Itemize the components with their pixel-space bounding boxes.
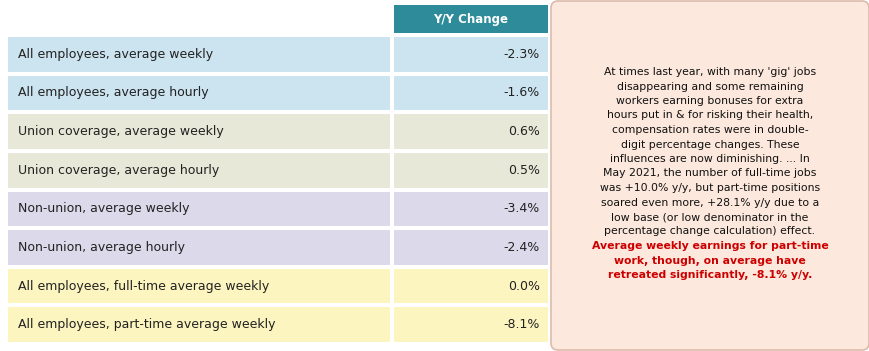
Text: Union coverage, average hourly: Union coverage, average hourly (18, 164, 219, 177)
Text: percentage change calculation) effect.: percentage change calculation) effect. (604, 226, 814, 237)
Text: 0.6%: 0.6% (507, 125, 540, 138)
Text: 0.0%: 0.0% (507, 279, 540, 293)
Text: compensation rates were in double-: compensation rates were in double- (611, 125, 807, 135)
FancyBboxPatch shape (394, 37, 547, 72)
Text: hours put in & for risking their health,: hours put in & for risking their health, (607, 111, 813, 120)
Text: -3.4%: -3.4% (503, 202, 540, 215)
FancyBboxPatch shape (8, 75, 389, 110)
Text: was +10.0% y/y, but part-time positions: was +10.0% y/y, but part-time positions (600, 183, 819, 193)
Text: digit percentage changes. These: digit percentage changes. These (620, 139, 799, 150)
Text: Non-union, average weekly: Non-union, average weekly (18, 202, 189, 215)
FancyBboxPatch shape (8, 307, 389, 342)
FancyBboxPatch shape (8, 114, 389, 149)
FancyBboxPatch shape (550, 1, 868, 350)
Text: influences are now diminishing. ... In: influences are now diminishing. ... In (609, 154, 809, 164)
Text: All employees, average hourly: All employees, average hourly (18, 86, 209, 99)
Text: -2.3%: -2.3% (503, 48, 540, 61)
Text: All employees, average weekly: All employees, average weekly (18, 48, 213, 61)
Text: disappearing and some remaining: disappearing and some remaining (616, 81, 802, 92)
FancyBboxPatch shape (8, 153, 389, 187)
Text: Y/Y Change: Y/Y Change (433, 13, 507, 26)
FancyBboxPatch shape (394, 230, 547, 265)
FancyBboxPatch shape (394, 153, 547, 187)
Text: Union coverage, average weekly: Union coverage, average weekly (18, 125, 223, 138)
FancyBboxPatch shape (8, 230, 389, 265)
Text: All employees, full-time average weekly: All employees, full-time average weekly (18, 279, 269, 293)
Text: work, though, on average have: work, though, on average have (614, 256, 805, 265)
Text: workers earning bonuses for extra: workers earning bonuses for extra (615, 96, 803, 106)
FancyBboxPatch shape (394, 5, 547, 33)
Text: Non-union, average hourly: Non-union, average hourly (18, 241, 185, 254)
FancyBboxPatch shape (8, 37, 389, 72)
FancyBboxPatch shape (8, 269, 389, 303)
FancyBboxPatch shape (394, 269, 547, 303)
FancyBboxPatch shape (394, 114, 547, 149)
Text: At times last year, with many 'gig' jobs: At times last year, with many 'gig' jobs (603, 67, 815, 77)
FancyBboxPatch shape (394, 307, 547, 342)
Text: -8.1%: -8.1% (503, 318, 540, 331)
Text: 0.5%: 0.5% (507, 164, 540, 177)
Text: soared even more, +28.1% y/y due to a: soared even more, +28.1% y/y due to a (600, 198, 819, 207)
Text: -2.4%: -2.4% (503, 241, 540, 254)
FancyBboxPatch shape (394, 75, 547, 110)
Text: -1.6%: -1.6% (503, 86, 540, 99)
Text: low base (or low denominator in the: low base (or low denominator in the (611, 212, 808, 222)
FancyBboxPatch shape (394, 192, 547, 226)
Text: May 2021, the number of full-time jobs: May 2021, the number of full-time jobs (602, 168, 816, 179)
Text: Average weekly earnings for part-time: Average weekly earnings for part-time (591, 241, 827, 251)
FancyBboxPatch shape (8, 192, 389, 226)
Text: retreated significantly, -8.1% y/y.: retreated significantly, -8.1% y/y. (607, 270, 812, 280)
Text: All employees, part-time average weekly: All employees, part-time average weekly (18, 318, 275, 331)
